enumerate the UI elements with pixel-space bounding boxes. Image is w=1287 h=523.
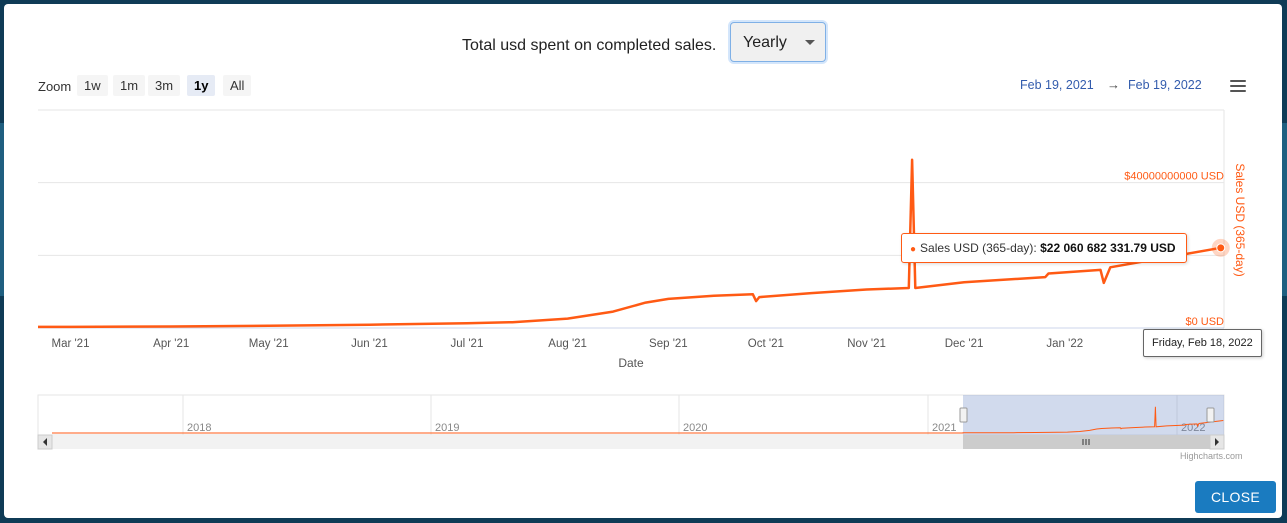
navigator[interactable] [37,394,1225,436]
range-arrow-icon: → [1107,77,1120,92]
y-tick-label: $40000000000 USD [1124,171,1224,183]
chart-dialog: Mar '21 Apr '21 May '21 Jun '21 Jul '21 Aug '… [4,4,1282,518]
x-tick-label: Dec '21 [945,338,984,350]
navigator-handle[interactable] [959,407,968,423]
x-tick-label: May '21 [249,338,289,350]
hamburger-menu-icon[interactable] [1230,80,1246,92]
zoom-1y-button[interactable]: 1y [187,75,216,96]
x-tick-label: Nov '21 [847,338,886,350]
series-tooltip: ● Sales USD (365-day): $22 060 682 331.79… [901,233,1187,263]
zoom-1w-button[interactable]: 1w [77,75,108,96]
zoom-1m-button[interactable]: 1m [113,75,146,96]
x-tick-label: Jan '22 [1046,338,1083,350]
chevron-down-icon [805,40,815,45]
scrollbar-track[interactable] [38,435,1224,449]
period-select-value: Yearly [743,34,787,51]
close-button[interactable]: CLOSE [1195,481,1276,513]
zoom-all-button[interactable]: All [223,75,252,96]
tooltip-value: $22 060 682 331.79 USD [1040,241,1176,255]
dialog-title: Total usd spent on completed sales. [462,37,717,54]
series-line [38,158,1222,329]
y-axis-title: Sales USD (365-day) [1233,163,1247,276]
x-tick-label: Mar '21 [51,338,89,350]
arrow-left-icon [43,438,47,446]
arrow-right-icon [1215,438,1219,446]
dialog-header: Total usd spent on completed sales. Year… [4,22,1282,66]
navigator-label: 2019 [435,422,459,434]
series-dot-icon: ● [910,244,917,255]
navigator-selection[interactable] [963,395,1224,435]
navigator-label: 2018 [187,422,211,434]
x-axis-title: Date [618,356,644,370]
hover-point [1216,243,1226,253]
x-tick-label: Aug '21 [548,338,587,350]
credits-link[interactable]: Highcharts.com [1180,451,1243,461]
x-tick-label: Jul '21 [450,338,483,350]
x-tick-label: Jun '21 [351,338,388,350]
range-to-input[interactable]: Feb 19, 2022 [1128,78,1202,92]
x-tick-label: Oct '21 [748,338,784,350]
navigator-handle[interactable] [1206,407,1215,423]
navigator-label: 2020 [683,422,707,434]
range-from-input[interactable]: Feb 19, 2021 [1020,78,1094,92]
date-tooltip: Friday, Feb 18, 2022 [1143,329,1262,357]
tooltip-series-name: Sales USD (365-day): [920,241,1037,255]
zoom-label: Zoom [38,79,72,94]
navigator-label: 2022 [1181,422,1205,434]
period-select[interactable]: Yearly [730,22,826,62]
zoom-3m-button[interactable]: 3m [148,75,181,96]
x-tick-label: Apr '21 [153,338,189,350]
chart: Mar '21 Apr '21 May '21 Jun '21 Jul '21 Aug '… [37,109,1247,450]
navigator-series [52,406,1224,434]
x-tick-label: Sep '21 [649,338,688,350]
navigator-label: 2021 [932,422,956,434]
y-tick-label: $0 USD [1185,316,1224,328]
